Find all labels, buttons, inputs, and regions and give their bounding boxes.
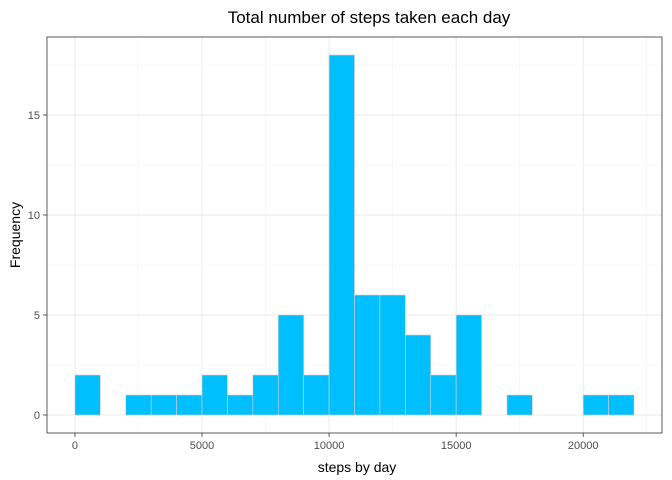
histogram-bar-17 xyxy=(506,394,533,416)
histogram-bar-3 xyxy=(150,394,177,416)
histogram-bar-21 xyxy=(608,394,635,416)
histogram-bar-4 xyxy=(176,394,203,416)
histogram-bar-2 xyxy=(125,394,152,416)
x-tick-label: 10000 xyxy=(314,440,345,452)
x-tick-label: 0 xyxy=(72,440,78,452)
histogram-bar-14 xyxy=(430,374,457,416)
y-tick-label: 10 xyxy=(28,210,40,222)
histogram-bar-10 xyxy=(328,54,355,416)
x-axis-label: steps by day xyxy=(318,459,397,475)
histogram-bar-13 xyxy=(405,334,432,416)
x-tick-label: 20000 xyxy=(568,440,599,452)
y-tick-label: 0 xyxy=(34,410,40,422)
histogram-bar-5 xyxy=(201,374,228,416)
histogram-bar-0 xyxy=(74,374,101,416)
histogram-bar-6 xyxy=(227,394,254,416)
panel-border xyxy=(46,36,663,434)
y-axis-label: Frequency xyxy=(7,202,23,268)
histogram-bar-11 xyxy=(354,294,381,416)
chart-title: Total number of steps taken each day xyxy=(228,8,511,27)
axis-ticks: 0 5000 10000 15000 20000 0 5 10 15 xyxy=(28,110,599,452)
histogram-bar-7 xyxy=(252,374,279,416)
y-tick-label: 5 xyxy=(34,310,40,322)
histogram-bars xyxy=(74,54,635,416)
histogram-bar-12 xyxy=(379,294,406,416)
x-tick-label: 15000 xyxy=(441,440,472,452)
histogram-bar-9 xyxy=(303,374,330,416)
histogram-bar-20 xyxy=(582,394,609,416)
histogram-bar-8 xyxy=(277,314,304,416)
x-tick-label: 5000 xyxy=(190,440,214,452)
histogram-bar-15 xyxy=(455,314,482,416)
y-tick-label: 15 xyxy=(28,110,40,122)
